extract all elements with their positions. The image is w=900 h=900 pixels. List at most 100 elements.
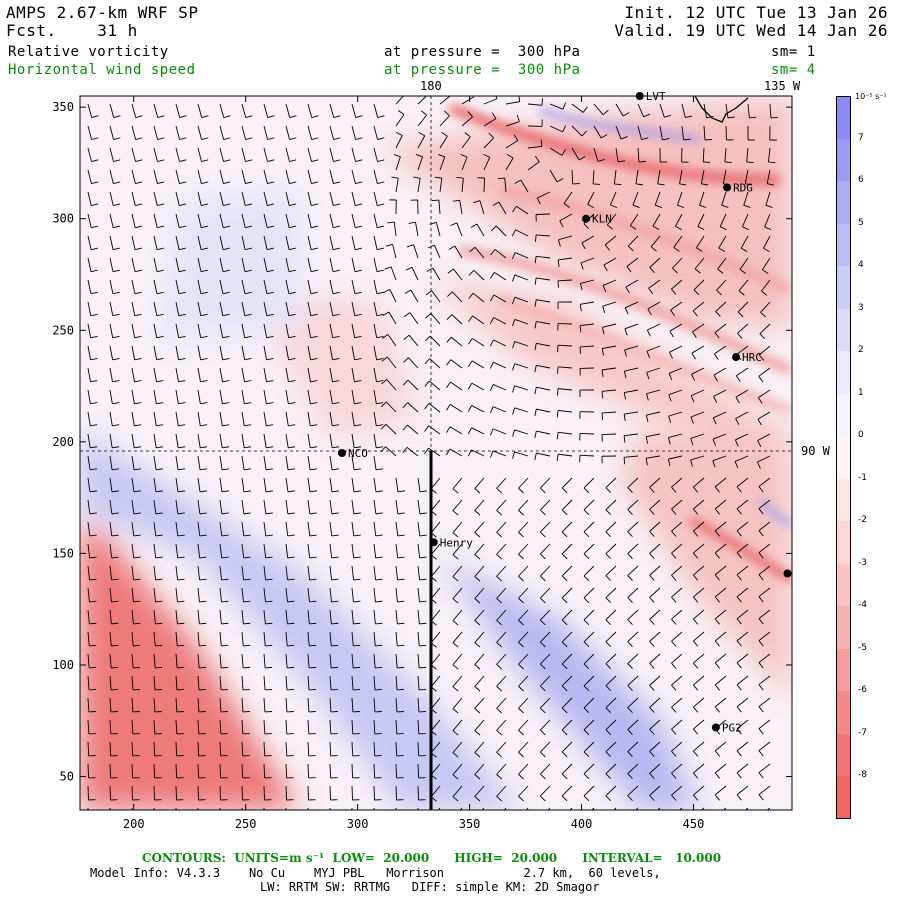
wind-barb [175,499,185,515]
fcst-value: 31 h [97,21,138,40]
wind-barb [603,257,617,272]
wind-barb [351,257,362,273]
wind-barb [452,565,463,582]
wind-barb [373,103,385,118]
wind-barb [649,719,661,735]
wind-barb [219,433,230,449]
wind-barb [175,763,184,779]
wind-barb [175,147,187,162]
wind-barb [395,521,405,537]
wind-barb [735,389,749,404]
wind-barb [109,191,121,207]
wind-barb [263,719,272,735]
colorbar-label: 0 [858,430,864,440]
colorbar-label: 6 [858,175,864,185]
wind-barb [241,631,251,647]
wind-barb [219,235,231,251]
wind-barb [535,213,551,222]
wind-barb [474,609,485,626]
wind-barb [373,213,385,229]
wind-barb [417,697,426,713]
wind-barb [153,191,165,207]
wind-barb [87,543,97,559]
wind-barb [605,543,617,560]
wind-barb [417,96,428,105]
wind-barb [417,609,427,625]
wind-barb [109,279,120,295]
wind-barb [109,741,118,757]
wind-barb [153,411,164,427]
wind-barb [766,807,771,810]
wind-barb [417,587,427,603]
colorbar-swatch [836,223,851,266]
wind-barb [351,719,360,735]
wind-barb [469,246,485,259]
wind-barb [241,103,253,118]
wind-barb [489,317,507,325]
wind-barb [649,741,661,757]
wind-barb [746,147,754,164]
wind-barb [474,719,485,736]
wind-barb [719,213,727,231]
wind-barb [109,543,119,559]
wind-barb [760,301,771,318]
wind-barb [351,785,360,801]
wind-barb [425,313,441,325]
wind-barb [514,179,529,193]
wind-barb [285,763,294,779]
wind-barb [496,741,507,758]
wind-barb [605,697,617,714]
wind-barb [219,587,229,603]
wind-barb [474,763,485,780]
wind-barb [527,139,543,149]
wind-barb [583,631,595,648]
wind-barb [539,609,551,626]
wind-barb [505,114,520,127]
wind-barb [756,455,771,469]
wind-barb [219,653,229,669]
wind-barb [534,299,551,307]
wind-barb [385,243,397,259]
colorbar-swatch [836,351,851,394]
wind-barb [241,477,251,493]
wind-barb [649,763,661,779]
wind-barb [671,697,683,713]
wind-barb [557,344,573,353]
wind-barb [744,807,749,810]
wind-barb [512,341,529,349]
wind-barb [601,455,617,464]
wind-barb [241,191,253,207]
wind-barb [556,453,573,462]
station-marker [783,569,792,578]
forecast-hour: Fcst. 31 h [6,22,138,40]
wind-barb [637,125,649,140]
colorbar-label: -4 [858,600,867,610]
wind-barb [468,338,485,347]
wind-barb [637,147,646,163]
wind-barb [263,367,274,383]
wind-barb [373,389,384,405]
wind-barb [452,763,463,780]
wind-barb [627,653,639,669]
wind-barb [263,433,274,449]
wind-barb [329,763,338,779]
wind-barb [477,177,485,193]
wind-barb [605,521,617,538]
wind-barb [307,587,317,603]
wind-barb [561,477,573,494]
wind-barb [307,389,318,405]
wind-barb [351,653,361,669]
wind-barb [539,763,551,780]
wind-barb [446,426,463,435]
wind-barb [536,191,551,205]
wind-barb [87,697,96,713]
wind-barb [671,741,683,757]
colorbar-swatch [836,181,851,224]
wind-barb [307,697,316,713]
colorbar-swatch [836,563,851,606]
wind-barb [219,411,230,427]
wind-barb [241,499,251,515]
wind-barb [197,279,208,295]
wind-barb [601,323,617,335]
wind-barb [197,367,208,383]
